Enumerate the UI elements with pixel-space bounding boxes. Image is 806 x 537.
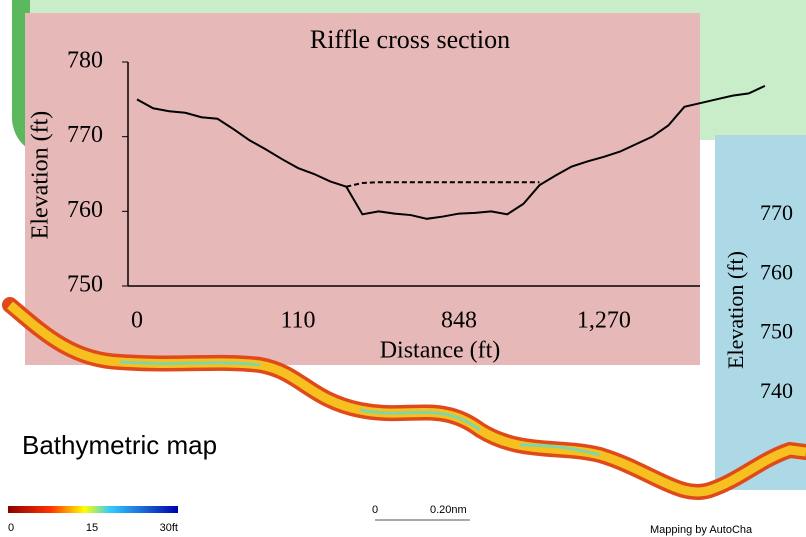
- map-title: Bathymetric map: [22, 430, 217, 460]
- x-tick-label: 110: [280, 308, 315, 334]
- y-tick-label: 770: [67, 122, 103, 148]
- y-tick-label: 750: [67, 272, 103, 298]
- legend-tick: 30ft: [160, 522, 178, 534]
- y-tick-label: 770: [760, 200, 793, 225]
- y-tick-label: 760: [67, 197, 103, 223]
- y-tick-label: 750: [760, 319, 793, 344]
- scale-label: 0.20nm: [430, 504, 467, 516]
- y-axis-label: Elevation (ft): [28, 111, 54, 240]
- credit: Mapping by AutoCha: [650, 524, 753, 536]
- x-axis-label: Distance (ft): [380, 338, 501, 364]
- x-tick-label: 1,270: [577, 308, 631, 334]
- legend-tick: 0: [8, 522, 14, 534]
- scale-label: 0: [372, 504, 378, 516]
- chart-title: Riffle cross section: [310, 25, 510, 54]
- legend-tick: 15: [86, 522, 98, 534]
- color-legend: [8, 506, 178, 513]
- figure: Bathymetric map 0 15 30ft 0 0.20nm Mappi…: [0, 0, 806, 537]
- x-tick-label: 848: [441, 308, 477, 334]
- y-axis-label: Elevation (ft): [723, 251, 748, 369]
- y-tick-label: 740: [760, 378, 793, 403]
- y-tick-label: 780: [67, 48, 103, 74]
- x-tick-label: 0: [131, 308, 143, 334]
- y-tick-label: 760: [760, 259, 793, 284]
